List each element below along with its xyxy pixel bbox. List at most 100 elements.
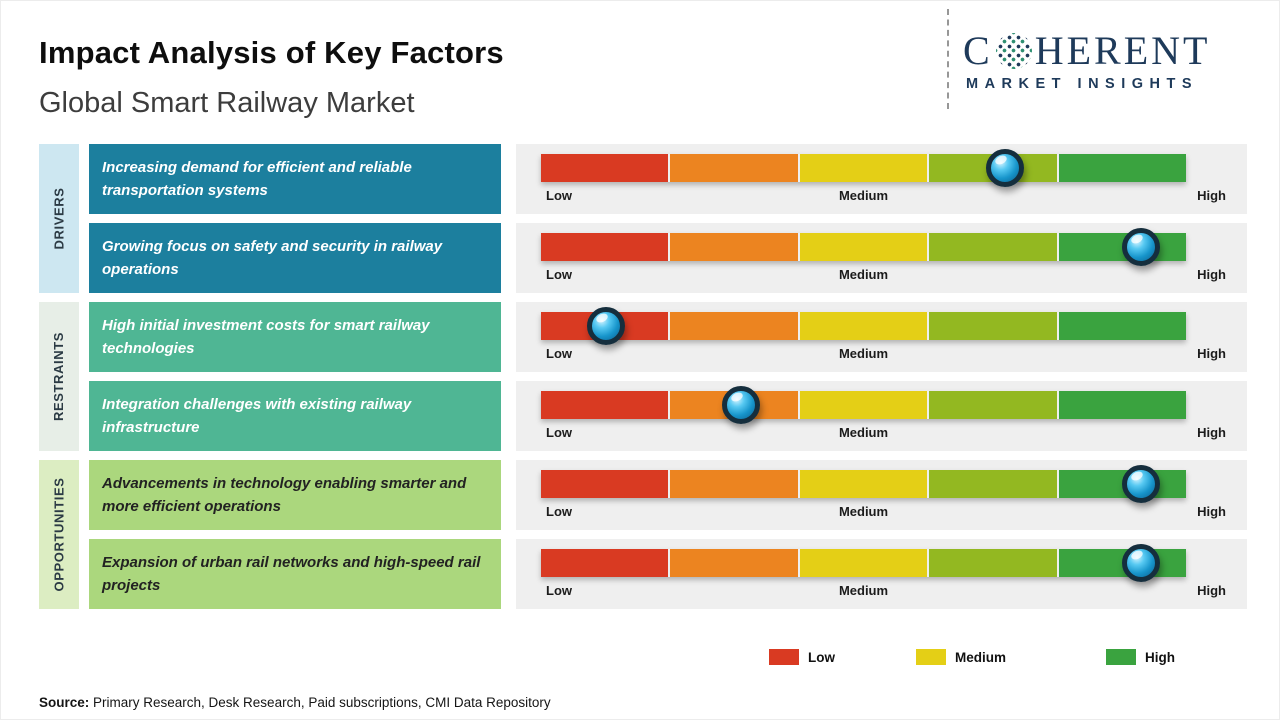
scale-label-medium: Medium xyxy=(838,504,889,519)
impact-bar xyxy=(541,549,1187,577)
factor-text: Increasing demand for efficient and reli… xyxy=(102,158,412,199)
impact-bar-segment xyxy=(670,470,798,498)
factor-box: Increasing demand for efficient and reli… xyxy=(89,144,501,214)
impact-track: Low Medium High xyxy=(516,381,1247,451)
impact-bar-segment xyxy=(799,549,928,577)
logo-letter-c: C xyxy=(963,28,993,73)
impact-bar xyxy=(541,233,1187,261)
impact-bar-segment xyxy=(541,470,669,498)
impact-bar xyxy=(541,154,1187,182)
impact-bar-segment xyxy=(670,233,798,261)
factor-row: High initial investment costs for smart … xyxy=(1,302,1279,372)
impact-bar-segment xyxy=(929,312,1057,340)
impact-marker xyxy=(1121,544,1160,582)
legend-swatch-high xyxy=(1106,649,1136,665)
impact-track: Low Medium High xyxy=(516,302,1247,372)
scale-label-medium: Medium xyxy=(838,267,889,282)
factor-row: Advancements in technology enabling smar… xyxy=(1,460,1279,530)
scale-label-medium: Medium xyxy=(838,346,889,361)
scale-label-high: High xyxy=(1197,346,1226,361)
impact-bar-segment xyxy=(670,312,798,340)
legend-swatch-medium xyxy=(916,649,946,665)
source-text: Primary Research, Desk Research, Paid su… xyxy=(89,695,551,710)
impact-marker xyxy=(586,307,625,345)
scale-label-high: High xyxy=(1197,425,1226,440)
scale-label-low: Low xyxy=(546,583,572,598)
impact-track: Low Medium High xyxy=(516,144,1247,214)
impact-track: Low Medium High xyxy=(516,460,1247,530)
logo-divider xyxy=(947,9,949,109)
factor-row: Growing focus on safety and security in … xyxy=(1,223,1279,293)
logo-wordmark: C HERENT xyxy=(963,31,1263,71)
legend-label: Medium xyxy=(955,649,1007,665)
impact-marker xyxy=(1121,228,1160,266)
scale-label-medium: Medium xyxy=(838,188,889,203)
impact-bar-segment xyxy=(1058,312,1187,340)
page-title: Impact Analysis of Key Factors xyxy=(39,35,504,70)
impact-bar-segment xyxy=(799,154,928,182)
factor-row: Increasing demand for efficient and reli… xyxy=(1,144,1279,214)
source-label: Source: xyxy=(39,695,90,710)
scale-label-high: High xyxy=(1197,267,1226,282)
impact-bar-segment xyxy=(929,549,1057,577)
scale-label-low: Low xyxy=(546,425,572,440)
impact-bar xyxy=(541,470,1187,498)
impact-bar-segment xyxy=(929,470,1057,498)
factor-box: Advancements in technology enabling smar… xyxy=(89,460,501,530)
factor-row: Integration challenges with existing rai… xyxy=(1,381,1279,451)
impact-track: Low Medium High xyxy=(516,539,1247,609)
impact-bar-segment xyxy=(929,233,1057,261)
source-line: Source: Primary Research, Desk Research,… xyxy=(39,695,551,710)
legend-item-low: Low xyxy=(769,649,835,665)
factor-text: Integration challenges with existing rai… xyxy=(102,395,412,436)
scale-label-high: High xyxy=(1197,188,1226,203)
scale-label-medium: Medium xyxy=(838,425,889,440)
impact-bar-segment xyxy=(799,391,928,419)
scale-label-low: Low xyxy=(546,188,572,203)
scale-label-high: High xyxy=(1197,583,1226,598)
logo-tagline: MARKET INSIGHTS xyxy=(966,76,1199,92)
scale-label-low: Low xyxy=(546,346,572,361)
legend-label: High xyxy=(1145,649,1175,665)
scale-label-low: Low xyxy=(546,504,572,519)
factor-text: Advancements in technology enabling smar… xyxy=(102,474,467,515)
factor-row: Expansion of urban rail networks and hig… xyxy=(1,539,1279,609)
impact-marker xyxy=(986,149,1025,187)
logo-letters-rest: HERENT xyxy=(1034,28,1211,73)
impact-bar-segment xyxy=(1058,391,1187,419)
legend-item-medium: Medium xyxy=(916,649,1006,665)
impact-bar-segment xyxy=(929,391,1057,419)
factor-box: Expansion of urban rail networks and hig… xyxy=(89,539,501,609)
impact-bar-segment xyxy=(541,154,669,182)
scale-label-medium: Medium xyxy=(838,583,889,598)
impact-bar-segment xyxy=(1058,154,1187,182)
logo-globe-icon xyxy=(995,33,1032,69)
factor-box: High initial investment costs for smart … xyxy=(89,302,501,372)
factor-text: High initial investment costs for smart … xyxy=(102,316,430,357)
factor-text: Expansion of urban rail networks and hig… xyxy=(102,553,481,594)
impact-marker xyxy=(721,386,760,424)
impact-marker xyxy=(1121,465,1160,503)
impact-bar-segment xyxy=(799,233,928,261)
legend-swatch-low xyxy=(769,649,799,665)
scale-label-high: High xyxy=(1197,504,1226,519)
category-strip-opportunities: OPPORTUNITIES xyxy=(39,460,79,609)
impact-track: Low Medium High xyxy=(516,223,1247,293)
company-logo: C HERENT MARKET INSIGHTS xyxy=(963,31,1263,93)
impact-bar-segment xyxy=(670,154,798,182)
legend-label: Low xyxy=(808,649,835,665)
factor-box: Integration challenges with existing rai… xyxy=(89,381,501,451)
legend-item-high: High xyxy=(1106,649,1175,665)
impact-bar xyxy=(541,312,1187,340)
page-subtitle: Global Smart Railway Market xyxy=(39,87,415,119)
impact-bar xyxy=(541,391,1187,419)
factor-box: Growing focus on safety and security in … xyxy=(89,223,501,293)
impact-bar-segment xyxy=(799,470,928,498)
scale-label-low: Low xyxy=(546,267,572,282)
impact-bar-segment xyxy=(541,549,669,577)
impact-bar-segment xyxy=(670,549,798,577)
factor-text: Growing focus on safety and security in … xyxy=(102,237,443,278)
impact-bar-segment xyxy=(541,391,669,419)
category-strip-drivers: DRIVERS xyxy=(39,144,79,293)
